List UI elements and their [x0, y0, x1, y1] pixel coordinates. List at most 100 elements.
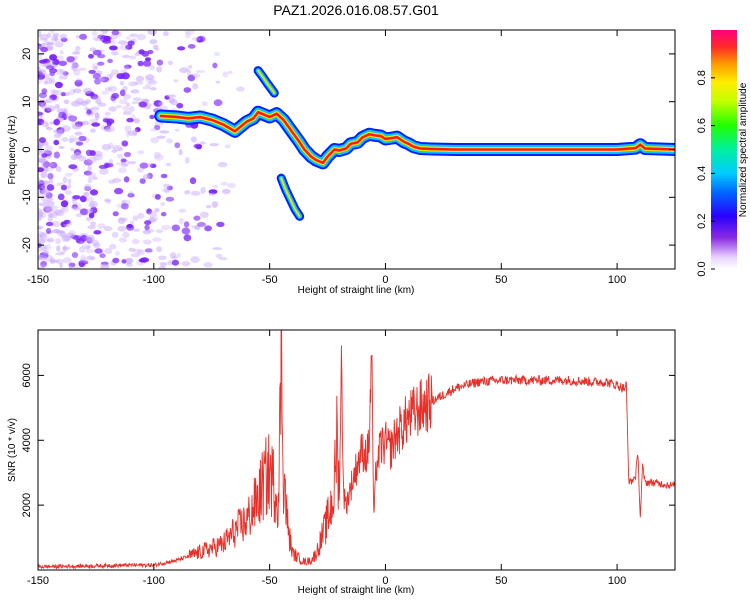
noise-blob: [39, 68, 46, 75]
noise-blob: [80, 100, 88, 106]
noise-blob: [68, 265, 73, 269]
noise-blob: [38, 237, 47, 243]
noise-blob: [84, 186, 92, 192]
noise-blob: [63, 206, 69, 213]
noise-blob: [52, 89, 59, 96]
noise-blob: [227, 70, 233, 75]
noise-blob: [62, 176, 68, 184]
noise-blob: [90, 221, 96, 226]
noise-blob: [120, 158, 127, 163]
noise-blob: [41, 188, 50, 196]
noise-blob: [49, 71, 55, 77]
noise-blob: [184, 156, 190, 164]
noise-blob: [168, 97, 175, 104]
noise-blob: [75, 237, 82, 243]
noise-blob: [55, 252, 65, 256]
noise-blob: [49, 161, 58, 169]
noise-blob: [72, 137, 81, 143]
noise-blob: [50, 80, 56, 85]
noise-blob: [158, 255, 167, 260]
noise-blob: [38, 202, 45, 207]
noise-blob: [40, 260, 47, 268]
noise-blob: [139, 178, 146, 184]
noise-blob: [39, 33, 49, 41]
spectrogram-x-ticks: -150 -100 -50 0 50 100: [27, 30, 626, 286]
noise-blob: [200, 211, 209, 218]
noise-blob: [122, 105, 130, 112]
noise-blob: [136, 33, 147, 41]
noise-blob: [93, 230, 102, 235]
noise-blob: [104, 128, 112, 133]
noise-blob: [129, 55, 137, 60]
noise-blob: [48, 77, 56, 83]
noise-blob: [38, 225, 44, 230]
noise-blob: [59, 50, 64, 55]
noise-blob: [73, 49, 80, 54]
noise-blob: [50, 35, 60, 40]
noise-blob: [70, 147, 75, 152]
noise-blob: [192, 73, 201, 79]
noise-blob: [64, 172, 73, 177]
noise-blob: [108, 158, 114, 165]
noise-blob: [39, 231, 47, 238]
noise-blob: [60, 71, 67, 76]
noise-blob: [125, 257, 134, 264]
noise-blob: [110, 69, 120, 76]
noise-blob: [178, 208, 187, 213]
noise-blob: [214, 51, 220, 57]
noise-blob: [74, 131, 83, 136]
noise-blob: [45, 65, 55, 70]
noise-blob: [143, 60, 152, 67]
noise-blob: [103, 225, 113, 232]
noise-blob: [65, 232, 75, 238]
noise-blob: [119, 80, 125, 86]
noise-blob: [40, 102, 47, 110]
noise-blob: [38, 178, 41, 185]
noise-blob: [126, 262, 133, 267]
noise-blob: [121, 203, 129, 210]
noise-blob: [134, 117, 141, 125]
noise-blob: [212, 62, 218, 69]
main-track-core: [159, 110, 675, 165]
noise-blob: [81, 244, 92, 250]
noise-blob: [149, 114, 155, 120]
x-tick-label: 0: [382, 575, 388, 587]
noise-blob: [201, 101, 208, 107]
noise-blob: [145, 83, 152, 88]
noise-blob: [112, 211, 119, 217]
noise-blob: [100, 263, 110, 269]
noise-blob: [142, 86, 152, 90]
noise-blob: [153, 151, 161, 159]
noise-blob: [160, 202, 165, 206]
noise-blob: [58, 129, 64, 135]
noise-blob: [154, 154, 165, 161]
noise-blob: [112, 257, 120, 264]
noise-blob: [45, 208, 55, 212]
noise-blob: [55, 209, 65, 217]
noise-blob: [38, 231, 44, 238]
noise-blob: [152, 237, 162, 243]
noise-blob: [121, 140, 129, 147]
noise-blob: [123, 176, 130, 183]
noise-blob: [121, 199, 126, 205]
x-tick-label: 50: [495, 274, 507, 286]
noise-blob: [148, 210, 158, 217]
noise-blob: [87, 225, 96, 230]
noise-blob: [115, 162, 126, 166]
noise-blob: [44, 107, 52, 113]
noise-blob: [142, 229, 152, 235]
spectrogram-ylabel: Frequency (Hz): [7, 116, 18, 185]
noise-blob: [58, 60, 67, 66]
noise-blob: [190, 190, 201, 196]
noise-blob: [59, 262, 63, 268]
noise-blob: [80, 254, 87, 262]
noise-blob: [156, 246, 162, 253]
noise-blob: [38, 226, 42, 230]
noise-blob: [74, 202, 82, 210]
noise-blob: [189, 177, 197, 185]
noise-blob: [183, 234, 192, 242]
noise-blob: [38, 66, 41, 72]
noise-blob: [60, 92, 67, 97]
noise-blob: [84, 106, 89, 111]
